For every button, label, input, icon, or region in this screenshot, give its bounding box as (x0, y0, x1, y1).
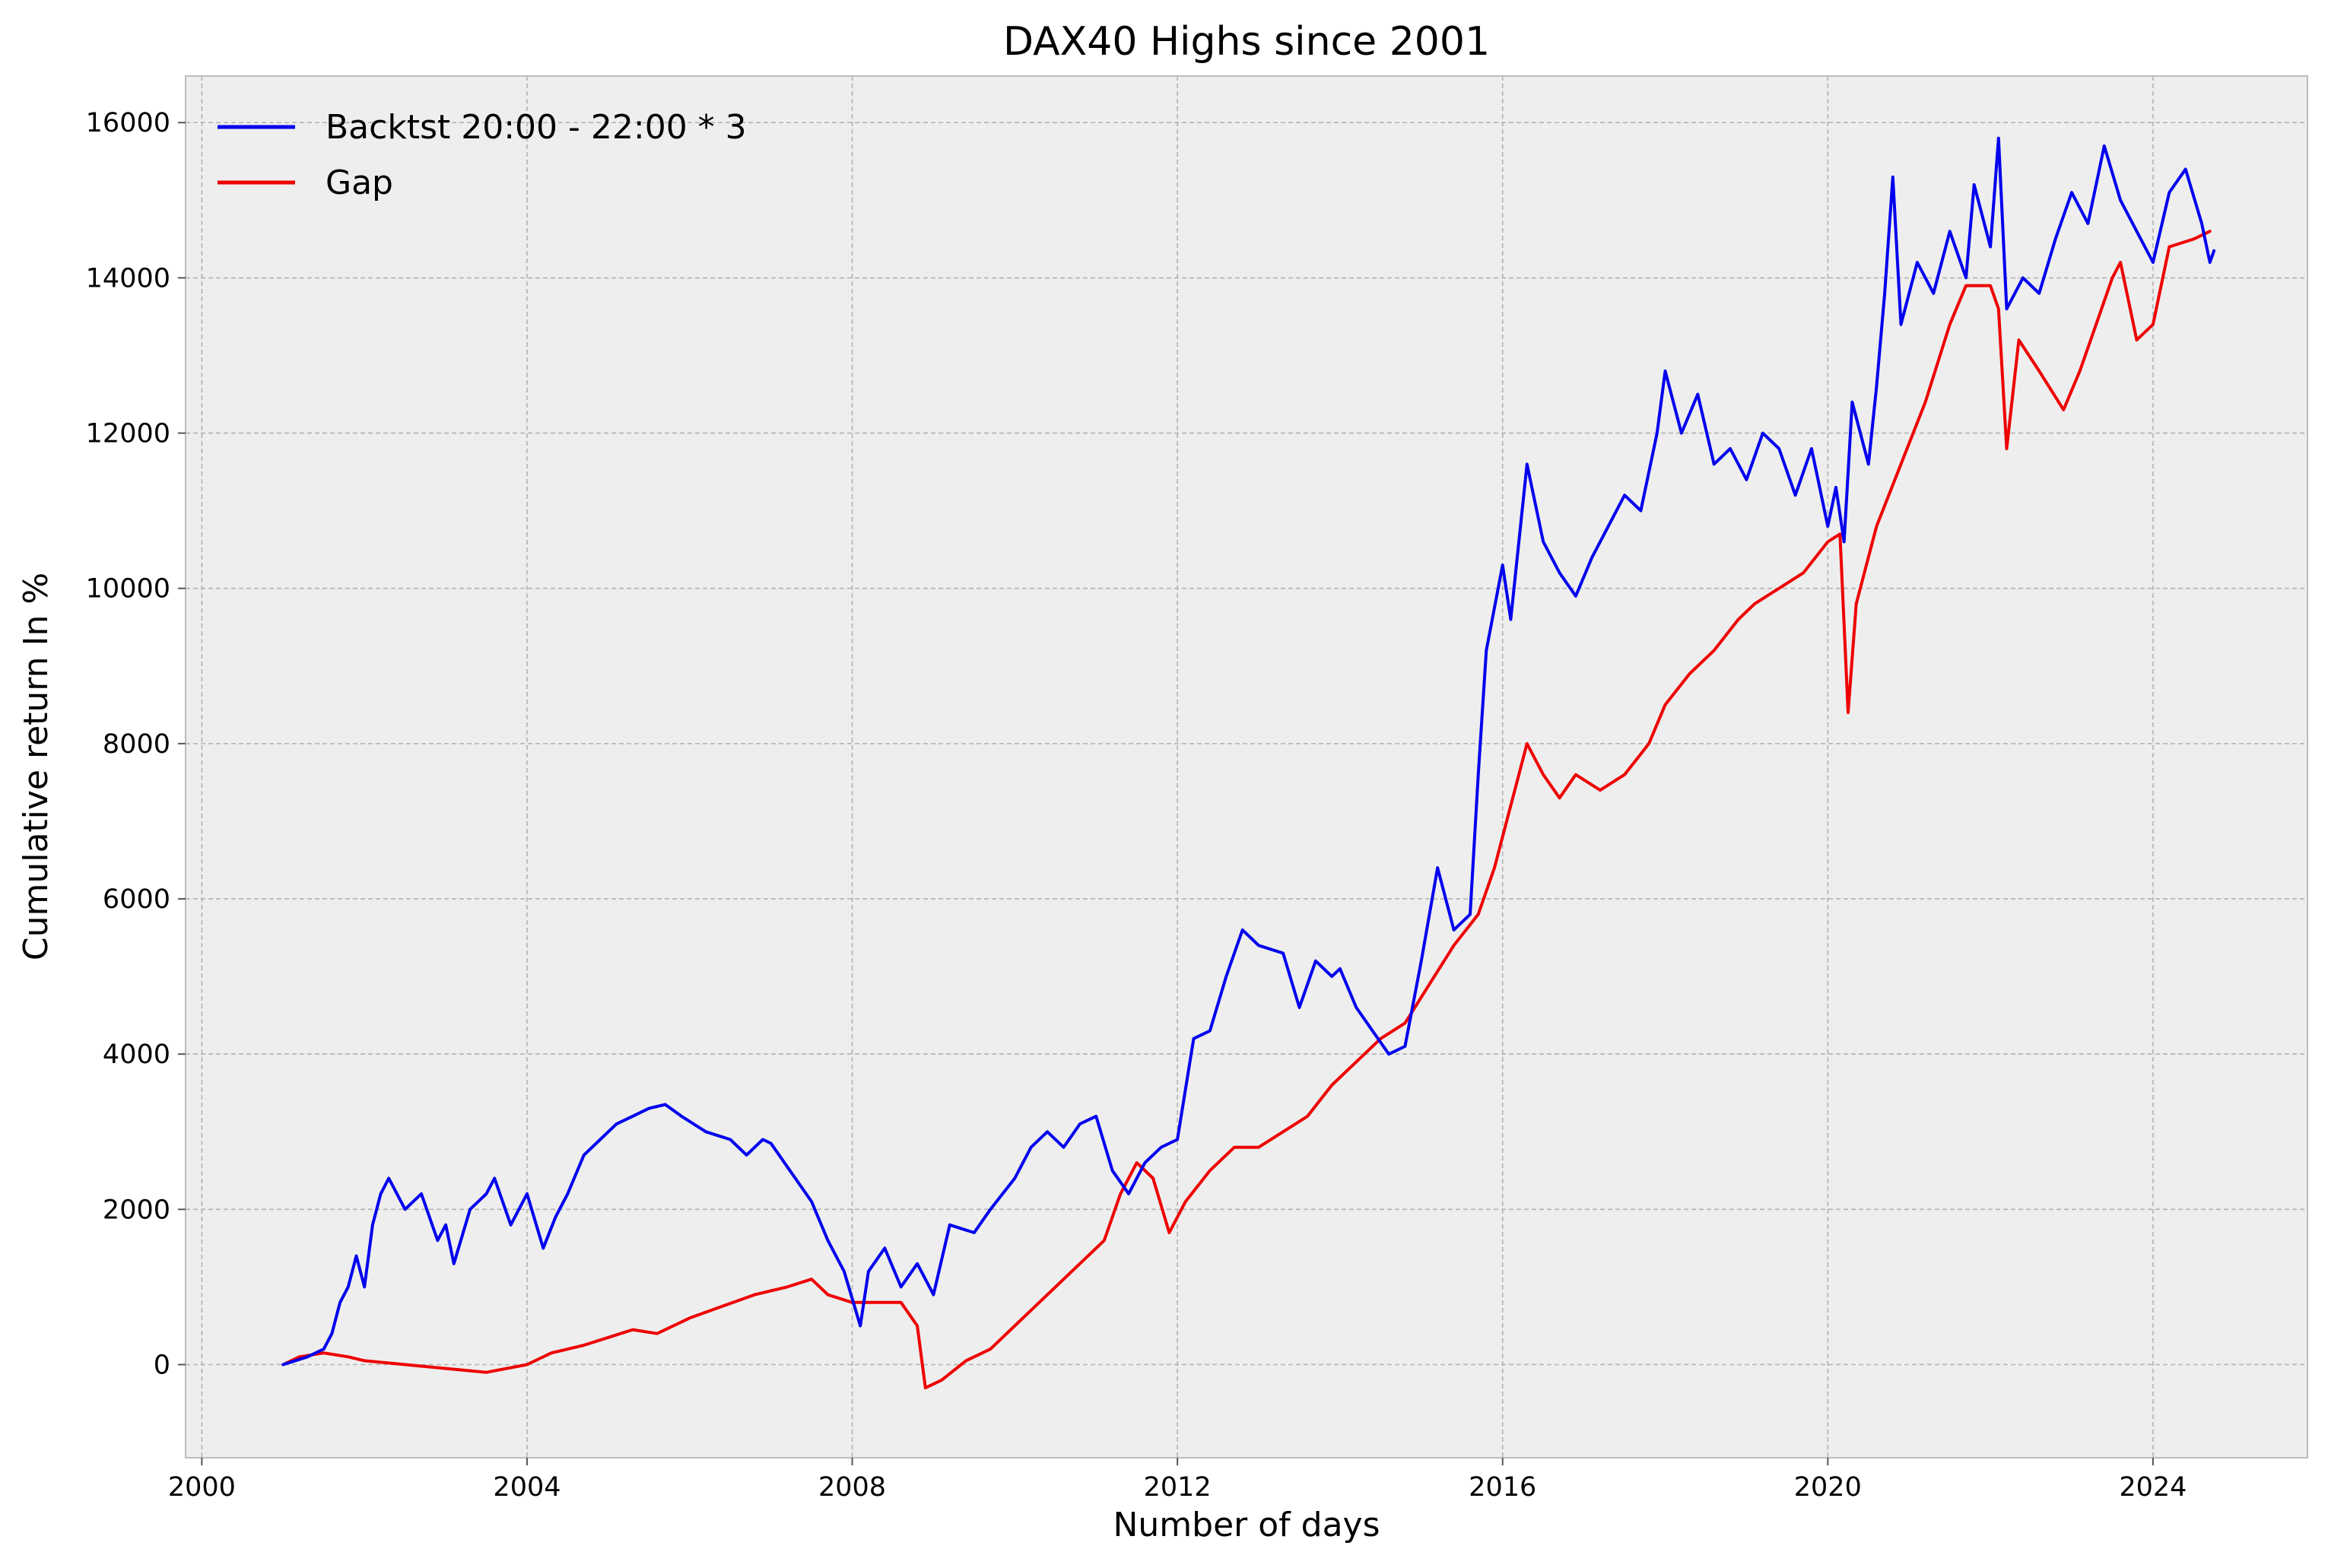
x-axis-label: Number of days (1113, 1506, 1380, 1544)
x-tick-label: 2020 (1794, 1472, 1862, 1503)
series-layer (281, 136, 2216, 1390)
y-tick-label: 16000 (86, 108, 170, 138)
y-tick-label: 14000 (86, 263, 170, 294)
legend-label-gap: Gap (326, 163, 393, 202)
y-tick-label: 10000 (86, 574, 170, 605)
y-axis: 0 2000 4000 6000 8000 10000 12000 14000 16000 (86, 108, 186, 1381)
x-axis: 2000 2004 2008 2012 2016 2020 2024 (168, 1458, 2187, 1503)
grid (186, 76, 2307, 1458)
series-line-backtest (281, 136, 2216, 1366)
x-tick-label: 2000 (168, 1472, 236, 1503)
y-tick-label: 4000 (103, 1040, 170, 1070)
chart-title: DAX40 Highs since 2001 (1003, 19, 1490, 65)
y-axis-label: Cumulative return In % (17, 573, 56, 960)
x-tick-label: 2016 (1469, 1472, 1536, 1503)
legend-label-backtest: Backtst 20:00 - 22:00 * 3 (326, 108, 747, 147)
y-tick-label: 8000 (103, 729, 170, 760)
plot-area (186, 76, 2307, 1458)
x-tick-label: 2012 (1144, 1472, 1212, 1503)
legend: Backtst 20:00 - 22:00 * 3 Gap (218, 108, 747, 202)
y-tick-label: 12000 (86, 419, 170, 449)
y-tick-label: 6000 (103, 884, 170, 915)
y-tick-label: 2000 (103, 1195, 170, 1225)
y-tick-label: 0 (154, 1351, 170, 1381)
x-tick-label: 2024 (2119, 1472, 2187, 1503)
x-tick-label: 2008 (818, 1472, 886, 1503)
plot-frame (185, 75, 2308, 1458)
series-line-gap (281, 230, 2212, 1390)
x-tick-label: 2004 (493, 1472, 561, 1503)
